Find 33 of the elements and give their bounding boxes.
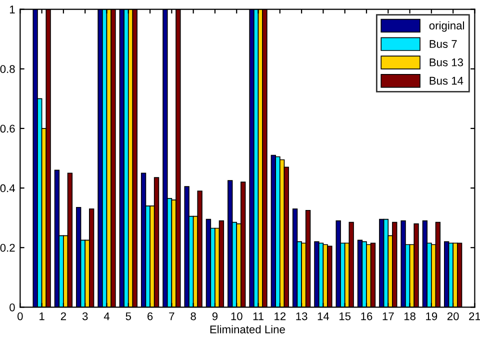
x-tick-label: 13 bbox=[296, 312, 308, 320]
x-tick-label: 11 bbox=[253, 312, 264, 320]
x-axis-title: Eliminated Line bbox=[210, 325, 285, 334]
x-tick-label: 3 bbox=[82, 312, 88, 320]
x-tick-label: 10 bbox=[231, 312, 242, 320]
x-tick-label: 17 bbox=[382, 312, 394, 320]
y-tick-label: 1 bbox=[10, 6, 15, 14]
y-tick-label: 0.6 bbox=[0, 124, 15, 133]
x-tick-label: 6 bbox=[148, 312, 153, 320]
x-tick-label: 18 bbox=[404, 312, 416, 320]
x-tick-label: 5 bbox=[126, 312, 132, 320]
x-tick-label: 16 bbox=[361, 312, 372, 320]
legend-label: Bus 13 bbox=[430, 58, 463, 66]
x-tick-label: 1 bbox=[40, 312, 44, 320]
x-tick-label: 0 bbox=[18, 312, 23, 320]
x-tick-label: 4 bbox=[104, 312, 110, 320]
x-tick-label: 9 bbox=[212, 312, 218, 320]
x-tick-label: 7 bbox=[169, 312, 174, 320]
x-tick-label: 20 bbox=[447, 312, 459, 320]
y-tick-label: 0.4 bbox=[0, 184, 15, 192]
x-tick-label: 2 bbox=[60, 312, 66, 320]
legend-label: Bus 7 bbox=[430, 40, 457, 48]
x-tick-label: 12 bbox=[274, 312, 286, 320]
legend-label: Bus 14 bbox=[430, 76, 464, 85]
x-tick-label: 14 bbox=[318, 312, 330, 320]
y-tick-label: 0.2 bbox=[0, 244, 15, 252]
x-tick-label: 8 bbox=[190, 312, 196, 320]
x-tick-label: 19 bbox=[426, 312, 438, 320]
legend-label: original bbox=[429, 21, 464, 32]
y-tick-label: 0.8 bbox=[0, 65, 15, 74]
y-tick-label: 0 bbox=[10, 303, 15, 312]
x-tick-label: 21 bbox=[469, 312, 480, 320]
x-tick-label: 15 bbox=[340, 312, 351, 320]
